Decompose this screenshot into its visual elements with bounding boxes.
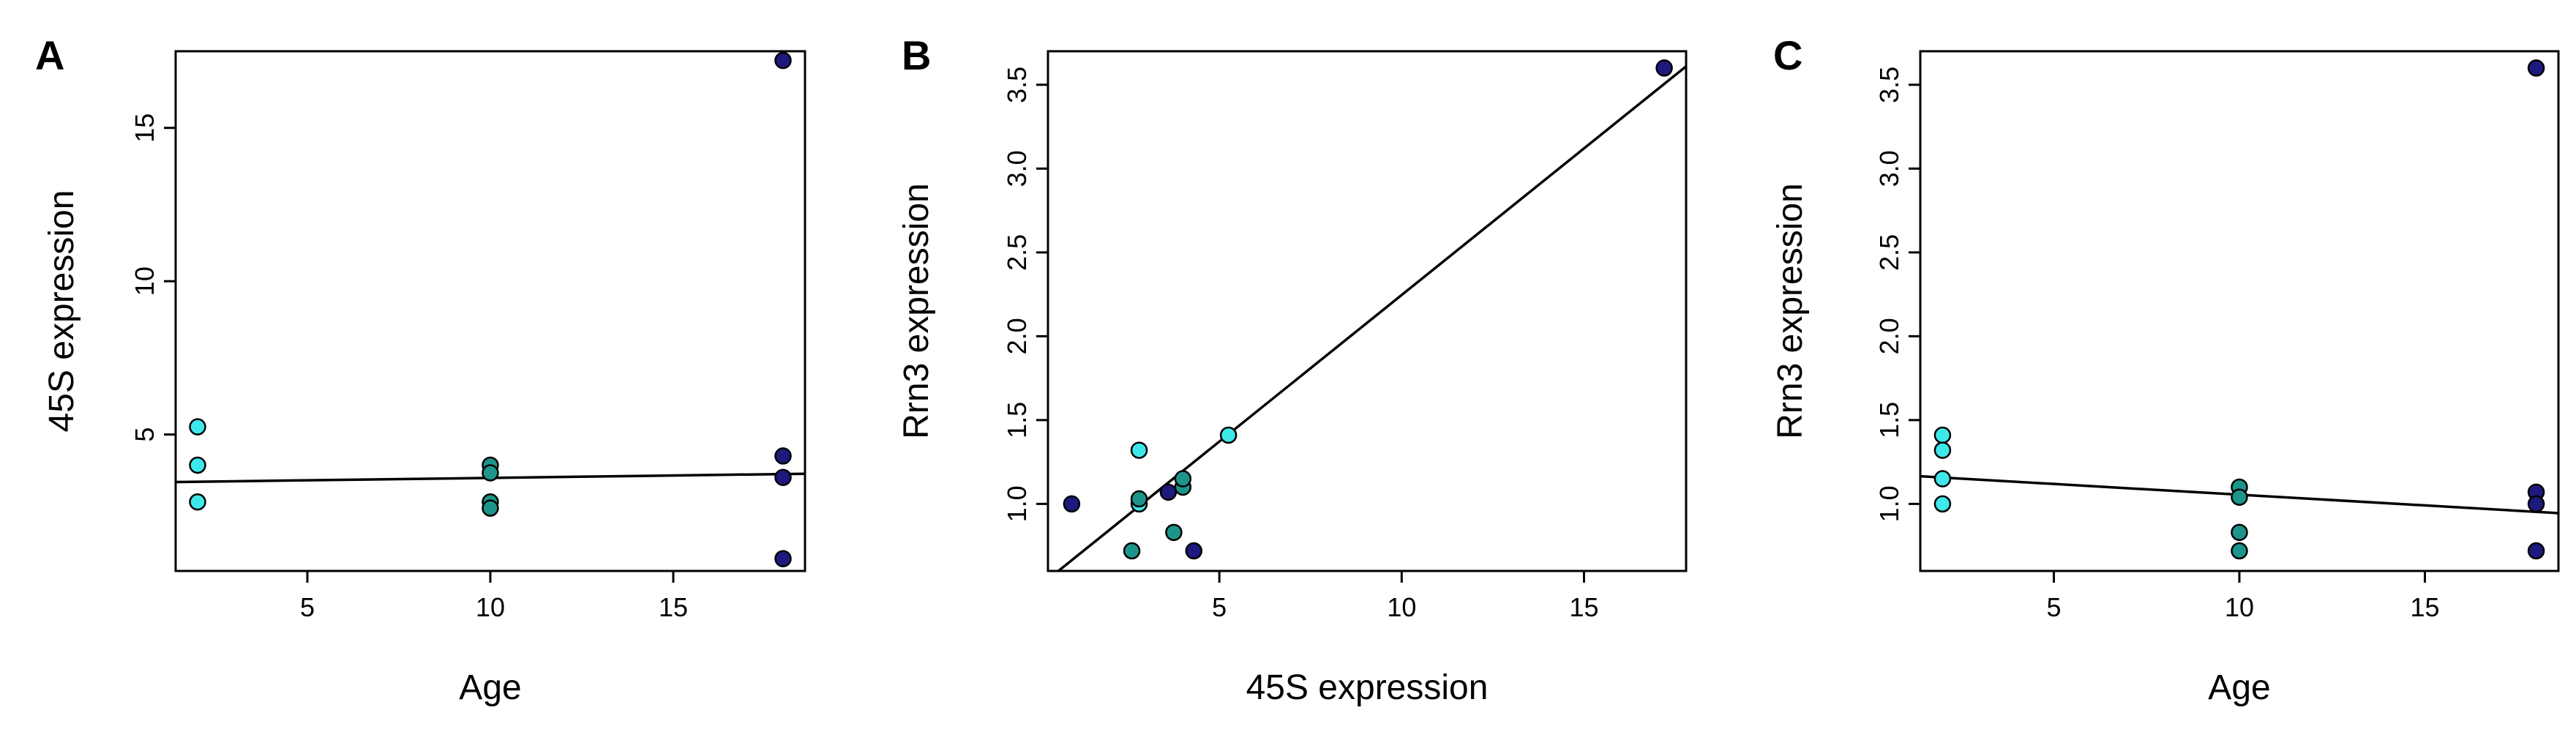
data-point-c-8 — [2527, 59, 2545, 77]
y-tick-label-c-5: 3.5 — [1874, 67, 1904, 103]
plot-area-b: 5 10 15 1.0 1.5 2.0 2.5 3.0 3.5 — [1002, 59, 1686, 622]
data-point-a-10 — [774, 550, 792, 567]
y-tick-label-c-3: 2.5 — [1874, 234, 1904, 271]
data-point-a-1 — [189, 456, 206, 474]
data-point-b-7 — [1123, 542, 1141, 560]
x-axis-title-c: Age — [2208, 668, 2270, 707]
y-tick-label-c-2: 2.0 — [1874, 318, 1904, 354]
x-tick-label-a-0: 5 — [300, 592, 315, 622]
data-point-b-11 — [1174, 470, 1192, 488]
panel-letter-a: A — [35, 32, 64, 78]
x-tick-label-b-1: 10 — [1387, 592, 1416, 622]
y-tick-label-c-0: 1.0 — [1874, 485, 1904, 522]
x-axis-title-a: Age — [459, 668, 521, 707]
data-point-c-2 — [1933, 470, 1952, 488]
x-tick-label-c-0: 5 — [2046, 592, 2061, 622]
data-point-b-0 — [1063, 495, 1081, 513]
data-point-b-9 — [1165, 523, 1183, 542]
panel-a: A 5 10 15 5 10 15 Age 45S expression — [35, 32, 806, 707]
data-point-a-6 — [482, 499, 499, 517]
x-tick-label-c-1: 10 — [2225, 592, 2254, 622]
data-point-a-4 — [482, 464, 499, 482]
plot-area-a: 5 10 15 5 10 15 — [130, 51, 805, 622]
y-tick-label-c-4: 3.0 — [1874, 150, 1904, 187]
data-point-c-7 — [2231, 542, 2248, 560]
plot-frame-a — [174, 50, 806, 572]
y-tick-label-b-4: 3.0 — [1002, 150, 1032, 187]
data-point-c-0 — [1933, 426, 1952, 444]
y-axis-title-b: Rrn3 expression — [897, 183, 936, 439]
data-point-c-6 — [2231, 523, 2248, 542]
x-tick-label-a-1: 10 — [476, 592, 505, 622]
data-point-a-0 — [189, 418, 206, 436]
y-tick-label-b-0: 1.0 — [1002, 485, 1032, 522]
plot-area-c: 5 10 15 1.0 1.5 2.0 2.5 3.0 3.5 — [1874, 59, 2558, 622]
data-point-a-7 — [774, 51, 792, 70]
y-tick-label-a-2: 15 — [130, 113, 160, 143]
data-point-b-8 — [1130, 490, 1148, 508]
data-point-b-2 — [1159, 483, 1177, 501]
data-point-a-9 — [774, 468, 792, 486]
y-tick-label-a-0: 5 — [130, 427, 160, 442]
data-point-a-2 — [189, 493, 206, 511]
panel-b: B 5 10 15 1.0 1.5 2.0 2.5 3.0 3.5 45S expression… — [897, 32, 1688, 707]
regression-line-b — [1056, 65, 1686, 571]
y-tick-label-b-1: 1.5 — [1002, 402, 1032, 438]
y-tick-label-b-2: 2.0 — [1002, 318, 1032, 354]
data-point-b-1 — [1655, 59, 1673, 77]
data-point-c-3 — [1933, 495, 1952, 513]
data-point-c-10 — [2527, 495, 2545, 513]
plot-frame-b — [1046, 50, 1688, 572]
y-tick-label-c-1: 1.5 — [1874, 402, 1904, 438]
y-tick-label-b-5: 3.5 — [1002, 67, 1032, 103]
data-point-b-5 — [1130, 441, 1148, 459]
x-tick-label-b-2: 15 — [1569, 592, 1598, 622]
y-axis-title-a: 45S expression — [42, 190, 81, 433]
panel-letter-b: B — [902, 32, 931, 78]
data-point-c-11 — [2527, 542, 2545, 560]
data-point-a-8 — [774, 447, 792, 465]
data-point-c-1 — [1933, 441, 1952, 459]
data-point-c-5 — [2231, 488, 2248, 506]
x-tick-label-c-2: 15 — [2410, 592, 2439, 622]
x-tick-label-b-0: 5 — [1212, 592, 1227, 622]
y-tick-label-a-1: 10 — [130, 266, 160, 296]
data-point-b-4 — [1219, 426, 1238, 444]
y-tick-label-b-3: 2.5 — [1002, 234, 1032, 271]
x-axis-title-b: 45S expression — [1246, 668, 1489, 707]
y-axis-title-c: Rrn3 expression — [1771, 183, 1810, 439]
panel-letter-c: C — [1773, 32, 1802, 78]
data-point-b-3 — [1185, 542, 1203, 560]
x-tick-label-a-2: 15 — [659, 592, 688, 622]
panel-c: C 5 10 15 1.0 1.5 2.0 2.5 3.0 3.5 Age Rrn3 expre… — [1771, 32, 2560, 707]
